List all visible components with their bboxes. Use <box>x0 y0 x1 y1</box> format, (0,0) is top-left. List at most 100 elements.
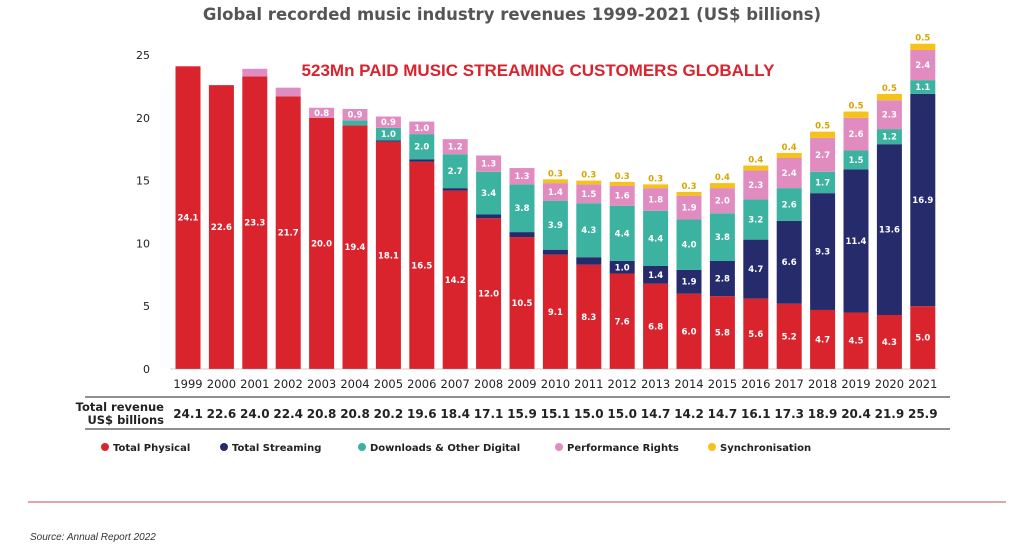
segment-label: 5.6 <box>748 330 763 340</box>
bar-segment <box>476 214 502 219</box>
segment-label: 1.4 <box>648 271 663 281</box>
legend-swatch <box>555 443 563 451</box>
total-value: 15.0 <box>607 407 637 421</box>
bar-segment <box>676 219 702 270</box>
bar-segment <box>810 137 836 172</box>
segment-label: 4.7 <box>748 265 763 275</box>
segment-label: 2.0 <box>715 197 730 207</box>
x-axis: 1999 2000 2001 2002 2003 2004 2005 2006 2007 2008… <box>173 377 937 391</box>
x-tick-label: 2011 <box>574 377 603 391</box>
segment-label: 0.3 <box>548 169 563 179</box>
segment-label: 5.2 <box>782 332 797 342</box>
segment-label: 18.1 <box>378 251 399 261</box>
x-tick-label: 2002 <box>274 377 303 391</box>
segment-label: 24.1 <box>178 214 199 224</box>
segment-label: 1.1 <box>915 83 930 93</box>
bar-segment <box>676 191 702 196</box>
bar-segment <box>442 154 468 189</box>
segment-label: 1.3 <box>514 172 529 182</box>
segment-label: 1.5 <box>581 190 596 200</box>
bar-segment <box>609 260 635 274</box>
segment-label: 1.7 <box>815 178 830 188</box>
legend-label: Synchronisation <box>720 443 811 454</box>
total-value: 25.9 <box>908 407 938 421</box>
total-value: 14.7 <box>641 407 671 421</box>
total-value: 18.4 <box>440 407 470 421</box>
bar-segment <box>409 161 435 369</box>
total-value: 21.9 <box>875 407 905 421</box>
segment-label: 2.8 <box>715 275 730 285</box>
bar-segment <box>676 195 702 220</box>
bar-segment <box>876 129 902 145</box>
bar-segment <box>175 66 201 369</box>
bar-segment <box>810 193 836 310</box>
segment-label: 3.4 <box>481 189 496 199</box>
bar-segment <box>609 181 635 186</box>
bar-segment <box>375 127 401 141</box>
x-tick-label: 2020 <box>875 377 904 391</box>
bar-segment <box>910 80 936 94</box>
segment-label: 19.4 <box>345 243 366 253</box>
segment-label: 4.4 <box>648 234 663 244</box>
total-value: 20.8 <box>307 407 337 421</box>
bars: 24.1 22.6 23.3 0.6 21.7 0.7 20.0 0.8 19.4 0.4 0.9 1… <box>170 34 938 370</box>
bar-segment <box>910 43 936 50</box>
segment-label: 5.8 <box>715 329 730 339</box>
segment-label: 0.4 <box>748 156 763 166</box>
bar-segment <box>375 141 401 369</box>
bar-segment <box>442 188 468 191</box>
segment-label: 20.0 <box>311 239 332 249</box>
y-tick-label: 5 <box>143 300 150 313</box>
segment-label: 8.3 <box>581 313 596 323</box>
total-value: 15.1 <box>541 407 571 421</box>
totals-label-line2: US$ billions <box>87 413 164 427</box>
segment-label: 10.5 <box>512 299 533 309</box>
total-value: 22.4 <box>273 407 303 421</box>
segment-label: 2.4 <box>782 169 797 179</box>
total-value: 18.9 <box>808 407 838 421</box>
bar-segment <box>342 120 368 126</box>
total-value: 14.2 <box>674 407 704 421</box>
bar-segment <box>910 306 936 369</box>
bar-segment <box>309 117 335 369</box>
segment-label: 0.5 <box>915 34 930 44</box>
segment-label: 2.3 <box>748 181 763 191</box>
segment-label: 9.3 <box>815 248 830 258</box>
bar-segment <box>609 185 635 206</box>
bar-segment <box>542 200 568 250</box>
bar-segment <box>409 159 435 162</box>
segment-label: 23.3 <box>244 219 265 229</box>
segment-label: 1.9 <box>681 204 696 214</box>
segment-label: 2.7 <box>448 167 463 177</box>
bar-segment <box>810 131 836 138</box>
segment-label: 0.3 <box>581 171 596 181</box>
segment-label: 4.7 <box>815 335 830 345</box>
total-value: 24.0 <box>240 407 270 421</box>
bar-segment <box>676 269 702 294</box>
bar-segment <box>876 93 902 101</box>
x-tick-label: 2013 <box>641 377 670 391</box>
segment-label: 7.6 <box>615 317 630 327</box>
x-tick-label: 2016 <box>741 377 770 391</box>
x-tick-label: 1999 <box>173 377 202 391</box>
legend-swatch <box>358 443 366 451</box>
bar-segment <box>375 116 401 128</box>
bar-segment <box>709 296 735 369</box>
segment-label: 3.8 <box>715 233 730 243</box>
legend-swatch <box>220 443 228 451</box>
segment-label: 2.4 <box>915 61 930 71</box>
segment-label: 0.5 <box>848 102 863 112</box>
y-tick-label: 25 <box>136 49 150 62</box>
bar-segment <box>576 180 602 185</box>
bar-segment <box>442 190 468 369</box>
y-tick-label: 15 <box>136 175 150 188</box>
bar-segment <box>242 68 268 77</box>
total-value: 20.8 <box>340 407 370 421</box>
total-value: 22.6 <box>207 407 237 421</box>
segment-label: 2.0 <box>414 143 429 153</box>
segment-label: 0.9 <box>347 111 362 121</box>
segment-label: 2.6 <box>782 200 797 210</box>
segment-label: 1.5 <box>848 156 863 166</box>
x-tick-label: 2012 <box>608 377 637 391</box>
bar-segment <box>576 257 602 265</box>
